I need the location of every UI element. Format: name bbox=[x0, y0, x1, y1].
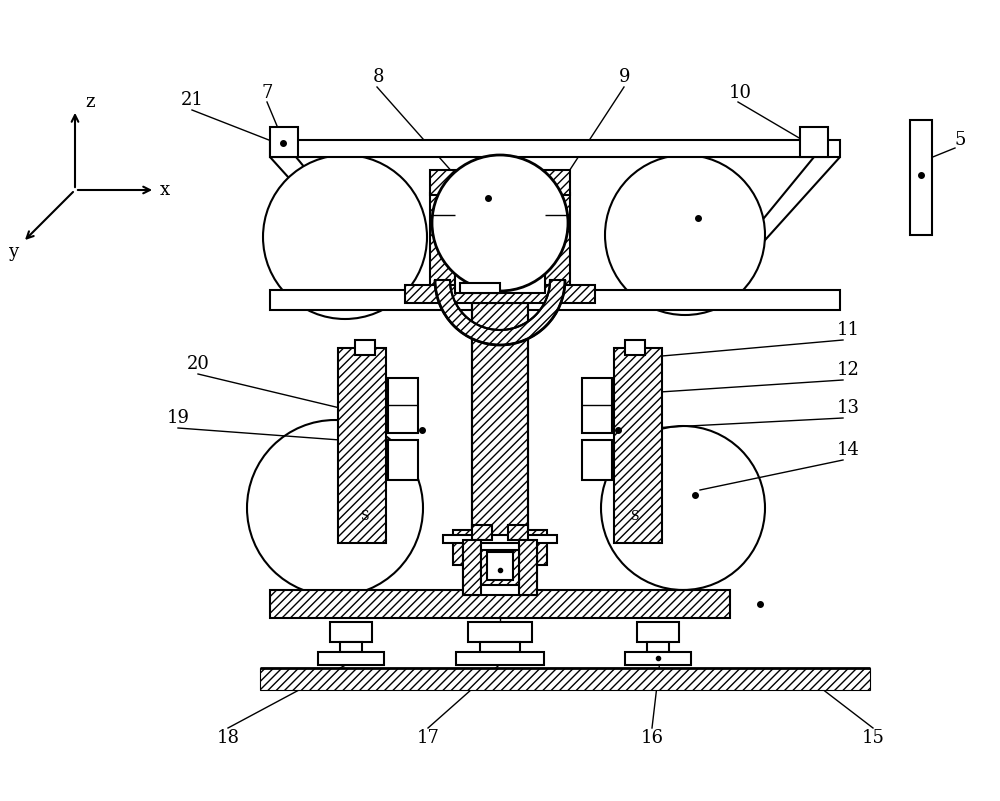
Bar bbox=[545, 193, 570, 293]
Circle shape bbox=[247, 420, 423, 596]
Bar bbox=[480, 642, 520, 652]
Bar bbox=[519, 540, 537, 595]
Bar bbox=[340, 642, 362, 652]
Bar bbox=[355, 340, 375, 355]
Bar bbox=[472, 303, 528, 570]
Bar bbox=[405, 285, 595, 303]
Bar bbox=[443, 535, 557, 543]
Bar bbox=[625, 652, 691, 665]
Bar bbox=[330, 622, 372, 642]
Text: 11: 11 bbox=[836, 321, 860, 339]
Polygon shape bbox=[435, 280, 565, 345]
Text: 10: 10 bbox=[728, 84, 752, 102]
Text: x: x bbox=[160, 181, 170, 199]
Bar bbox=[270, 140, 840, 157]
Text: 18: 18 bbox=[216, 729, 240, 747]
Text: 9: 9 bbox=[619, 68, 631, 86]
Bar bbox=[508, 525, 528, 540]
Bar bbox=[625, 340, 645, 355]
Bar bbox=[318, 652, 384, 665]
Text: S: S bbox=[399, 387, 407, 397]
Bar bbox=[260, 668, 870, 690]
Text: 8: 8 bbox=[372, 68, 384, 86]
Bar bbox=[463, 540, 481, 595]
Bar bbox=[614, 348, 662, 543]
Bar bbox=[270, 590, 730, 618]
Text: 12: 12 bbox=[837, 361, 859, 379]
Text: 19: 19 bbox=[166, 409, 190, 427]
Circle shape bbox=[263, 155, 427, 319]
Bar bbox=[800, 127, 828, 157]
Bar bbox=[456, 652, 544, 665]
Bar bbox=[468, 622, 532, 642]
Text: 14: 14 bbox=[837, 441, 859, 459]
Bar bbox=[582, 378, 612, 433]
Bar bbox=[388, 378, 418, 433]
Bar bbox=[430, 170, 570, 195]
Text: S: S bbox=[631, 509, 639, 522]
Bar bbox=[455, 193, 545, 293]
Text: 21: 21 bbox=[181, 91, 203, 109]
Text: 16: 16 bbox=[640, 729, 664, 747]
Text: 17: 17 bbox=[417, 729, 439, 747]
Text: 20: 20 bbox=[187, 355, 209, 373]
Text: y: y bbox=[8, 243, 18, 261]
Bar bbox=[463, 540, 537, 595]
Bar bbox=[453, 530, 473, 565]
Bar bbox=[338, 348, 386, 543]
Text: S: S bbox=[593, 455, 601, 465]
Bar bbox=[481, 550, 519, 585]
Text: N: N bbox=[630, 341, 640, 355]
Bar bbox=[527, 530, 547, 565]
Bar bbox=[637, 622, 679, 642]
Text: N: N bbox=[592, 387, 602, 397]
Circle shape bbox=[601, 426, 765, 590]
Circle shape bbox=[605, 155, 765, 315]
Text: 15: 15 bbox=[862, 729, 884, 747]
Text: N: N bbox=[360, 341, 370, 355]
Bar bbox=[270, 127, 298, 157]
Bar bbox=[647, 642, 669, 652]
Text: N: N bbox=[398, 413, 408, 423]
Bar bbox=[430, 193, 455, 293]
Text: z: z bbox=[85, 93, 95, 111]
Bar bbox=[388, 440, 418, 480]
Bar bbox=[270, 290, 840, 310]
Text: S: S bbox=[361, 509, 369, 522]
Bar bbox=[460, 283, 500, 293]
Text: 13: 13 bbox=[836, 399, 860, 417]
Text: S: S bbox=[593, 413, 601, 423]
Text: S: S bbox=[399, 455, 407, 465]
Circle shape bbox=[432, 155, 568, 291]
Text: 7: 7 bbox=[261, 84, 273, 102]
Bar bbox=[582, 440, 612, 480]
Bar bbox=[472, 525, 492, 540]
Text: 5: 5 bbox=[954, 131, 966, 149]
Bar bbox=[487, 552, 513, 580]
Bar bbox=[910, 120, 932, 235]
